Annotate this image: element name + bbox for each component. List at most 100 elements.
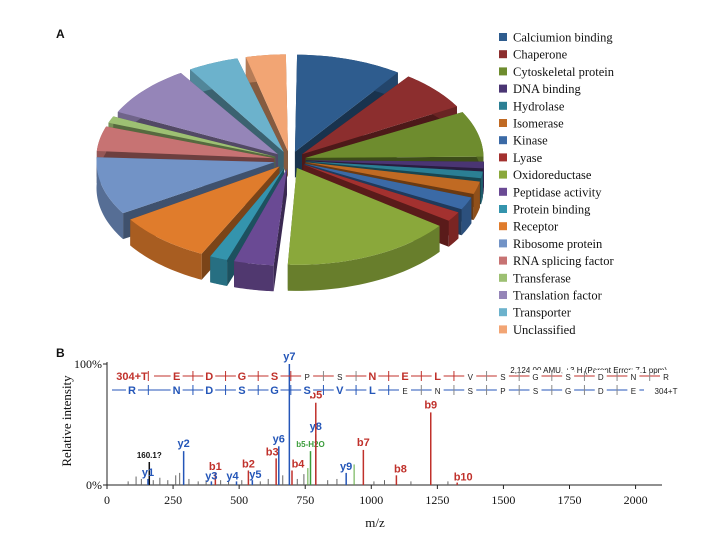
legend-swatch — [499, 222, 507, 231]
sequence-residue: L — [434, 371, 441, 383]
spectrum-header-text: 2,124.00 AMU, +3 H (Parent Error: 7.1 pp… — [510, 366, 667, 375]
legend-label: Lyase — [513, 151, 543, 165]
legend-label: Peptidase activity — [513, 185, 602, 199]
mass-spectrum-chart: Relative intensity m/z 2,124.00 AMU, +3 … — [59, 351, 688, 530]
sequence-residue: P — [500, 387, 505, 396]
sequence-residue: V — [468, 373, 474, 382]
sequence-residue: D — [598, 387, 604, 396]
peak-label: y9 — [340, 461, 352, 473]
legend-label: Translation factor — [513, 289, 603, 303]
legend-label: Oxidoreductase — [513, 168, 592, 182]
sequence-residue: S — [337, 373, 342, 382]
panel-a-label: A — [56, 27, 65, 41]
legend-label: Ribosome protein — [513, 237, 603, 251]
sequence-residue: G — [532, 373, 538, 382]
legend-swatch — [499, 205, 507, 213]
peak-label: y7 — [283, 351, 295, 363]
legend-swatch — [499, 187, 507, 196]
legend-swatch — [499, 67, 507, 76]
legend-label: Hydrolase — [513, 99, 565, 113]
panel-b-label: B — [56, 346, 65, 360]
sequence-residue: 304+T — [116, 371, 148, 383]
x-tick-label: 1000 — [359, 493, 383, 507]
legend-swatch — [499, 50, 507, 59]
y-tick-label: 100% — [74, 357, 102, 371]
peak-label: y6 — [273, 433, 285, 445]
x-tick-label: 1500 — [491, 493, 515, 507]
legend-swatch — [499, 33, 507, 41]
sequence-residue: 304+T — [655, 387, 678, 396]
pie-legend: Calciumion binding Chaperone Cytoskeletal … — [499, 31, 615, 337]
x-tick-label: 500 — [230, 493, 248, 507]
legend-swatch — [499, 170, 507, 179]
sequence-residue: S — [238, 385, 245, 397]
sequence-residue: R — [663, 373, 669, 382]
y-tick-label: 0% — [86, 478, 102, 492]
sequence-residue: E — [402, 387, 407, 396]
peak-label: y3 — [205, 470, 217, 482]
peak-label: y1 — [142, 467, 154, 479]
sequence-residue: G — [270, 385, 279, 397]
x-axis-label: m/z — [365, 515, 385, 530]
sequence-residue: P — [304, 373, 309, 382]
legend-label: Transporter — [513, 306, 572, 320]
peak-label: y5 — [249, 469, 261, 481]
sequence-residue: G — [238, 371, 247, 383]
legend-label: Calciumion binding — [513, 31, 613, 45]
legend-label: Transferase — [513, 271, 571, 285]
sequence-residue: S — [500, 373, 505, 382]
sequence-residue: L — [369, 385, 376, 397]
legend-swatch — [499, 308, 507, 317]
sequence-residue: E — [401, 371, 408, 383]
legend-swatch — [499, 291, 507, 299]
legend-swatch — [499, 136, 507, 145]
peak-label: y2 — [178, 438, 190, 450]
sequence-residue: D — [205, 371, 213, 383]
peak-label: b3 — [266, 446, 279, 458]
sequence-residue: S — [271, 371, 278, 383]
pie-slice — [287, 167, 440, 291]
peak-label: b10 — [454, 472, 473, 484]
legend-label: DNA binding — [513, 82, 581, 96]
pie-slice — [234, 168, 288, 292]
x-tick-label: 250 — [164, 493, 182, 507]
peak-label: b8 — [394, 463, 407, 475]
legend-swatch — [499, 101, 507, 110]
peak-label: b1 — [209, 461, 222, 473]
legend-label: Cytoskeletal protein — [513, 65, 615, 79]
sequence-residue: D — [205, 385, 213, 397]
sequence-residue: V — [336, 385, 344, 397]
sequence-residue: S — [468, 387, 473, 396]
legend-label: Chaperone — [513, 48, 568, 62]
legend-swatch — [499, 273, 507, 282]
legend-swatch — [499, 256, 507, 265]
legend-label: Kinase — [513, 134, 548, 148]
sequence-residue: D — [598, 373, 604, 382]
sequence-residue: S — [533, 387, 538, 396]
peak-label: b4 — [292, 458, 306, 470]
peak-label: b9 — [424, 399, 437, 411]
pie-chart — [96, 54, 484, 292]
x-tick-label: 750 — [296, 493, 314, 507]
sequence-residue: N — [368, 371, 376, 383]
legend-label: Receptor — [513, 220, 559, 234]
legend-swatch — [499, 325, 507, 334]
x-tick-label: 0 — [104, 493, 110, 507]
peak-label: b2 — [242, 458, 255, 470]
sequence-residue: S — [303, 385, 310, 397]
sequence-residue: R — [128, 385, 136, 397]
peak-label: b5-H2O — [296, 440, 324, 449]
y-axis-label: Relative intensity — [59, 375, 74, 467]
sequence-residue: E — [631, 387, 636, 396]
x-tick-label: 1750 — [558, 493, 582, 507]
legend-label: Unclassified — [513, 323, 576, 337]
peak-label: 160.1? — [137, 451, 162, 460]
x-tick-label: 2000 — [624, 493, 648, 507]
legend-swatch — [499, 239, 507, 248]
legend-label: RNA splicing factor — [513, 254, 615, 268]
sequence-residue: E — [173, 371, 180, 383]
legend-swatch — [499, 153, 507, 162]
peak-label: b7 — [357, 437, 370, 449]
sequence-residue: N — [435, 387, 441, 396]
